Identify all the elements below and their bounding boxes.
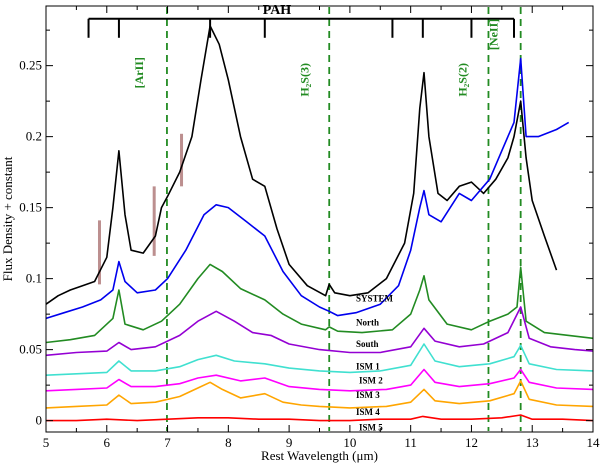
absorption-bars: [97, 133, 184, 285]
x-tick-label: 9: [286, 435, 293, 450]
y-tick-label: 0.25: [19, 58, 42, 73]
series-label: ISM 3: [356, 390, 380, 400]
series-label: South: [356, 339, 379, 349]
emission-line-markers: [166, 7, 522, 431]
emission-line-label: [NeII]: [487, 19, 501, 50]
annotations: SYSTEM North South ISM 1 ISM 2 ISM 3 ISM 4 ISM …: [132, 19, 500, 433]
series-label: SYSTEM: [356, 293, 394, 303]
x-tick-label: 13: [526, 435, 539, 450]
x-tick-label: 5: [43, 435, 50, 450]
pah-label: PAH: [263, 3, 292, 18]
series-lines: [45, 25, 594, 422]
y-axis-title: Flux Density + constant: [0, 156, 15, 281]
emission-line-label: H₂S(2): [456, 63, 470, 97]
series-line: [45, 57, 570, 320]
y-tick-label: 0: [36, 413, 43, 428]
x-tick-label: 11: [404, 435, 417, 450]
y-tick-label: 0.15: [19, 200, 42, 215]
x-tick-label: 10: [343, 435, 356, 450]
y-tick-label: 0.05: [19, 342, 42, 357]
y-tick-label: 0.1: [26, 271, 42, 286]
series-label: ISM 2: [359, 376, 383, 386]
series-line: [45, 263, 594, 344]
series-line: [46, 414, 594, 422]
series-label: ISM 4: [356, 407, 380, 417]
x-axis-title: Rest Wavelength (μm): [261, 448, 378, 463]
series-label: ISM 5: [359, 423, 383, 433]
emission-line-label: [ArII]: [132, 57, 146, 88]
x-tick-label: 12: [465, 435, 478, 450]
series-line: [45, 306, 594, 357]
series-line: [45, 368, 594, 392]
emission-line-label: H₂S(3): [298, 63, 312, 97]
series-line: [45, 25, 558, 305]
plot-frame: 5 6 7 8 9 10 11 12 13 14 0 0.05 0.1 0.15 0.2 0.25: [19, 5, 601, 450]
x-tick-label: 7: [164, 435, 171, 450]
x-tick-label: 8: [225, 435, 232, 450]
series-label: ISM 1: [356, 362, 380, 372]
series-line: [45, 343, 594, 376]
x-tick-label: 14: [587, 435, 601, 450]
pah-bracket: PAH: [87, 3, 515, 38]
series-label: North: [356, 318, 379, 328]
y-tick-label: 0.2: [26, 129, 42, 144]
x-tick-label: 6: [104, 435, 111, 450]
series-line: [45, 380, 594, 409]
